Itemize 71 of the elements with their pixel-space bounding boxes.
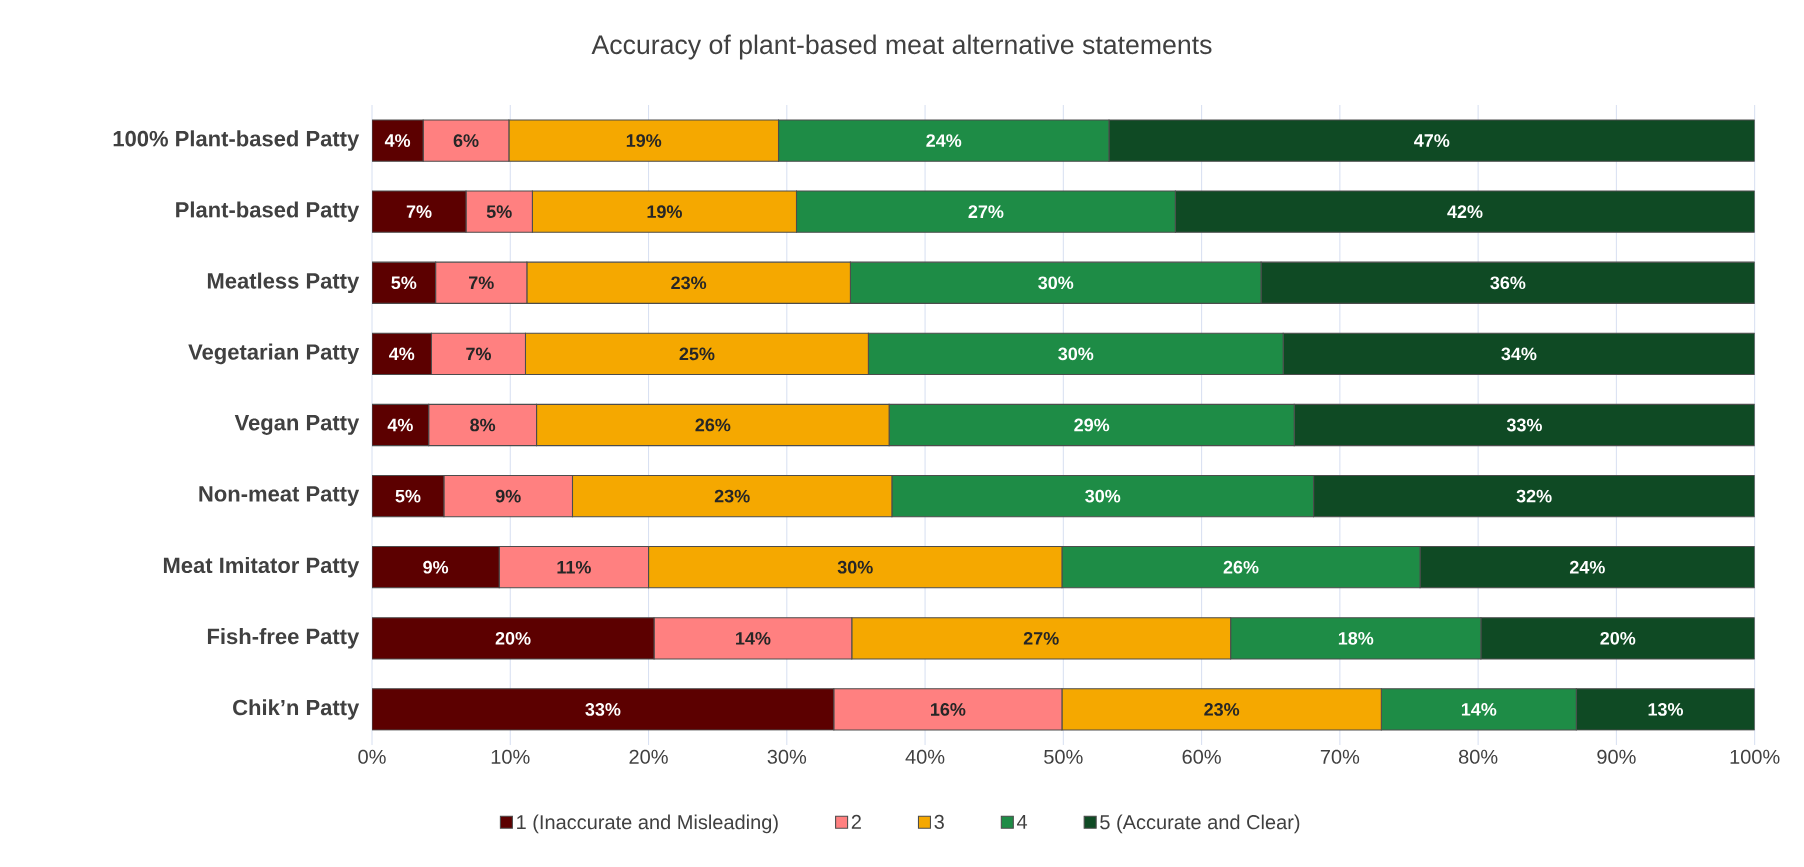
data-label: 47%: [1414, 134, 1450, 147]
data-label: 19%: [647, 205, 682, 219]
y-tick-label: Meatless Patty: [207, 272, 360, 294]
data-label: 5%: [395, 489, 421, 503]
data-label: 4%: [389, 347, 415, 361]
data-label: 30%: [1058, 347, 1094, 361]
data-label: 29%: [1074, 418, 1110, 432]
data-label: 24%: [926, 134, 962, 147]
data-label: 23%: [671, 276, 707, 290]
data-label: 9%: [423, 560, 449, 574]
data-label: 4%: [384, 134, 411, 147]
x-tick-label: 30%: [767, 749, 807, 764]
data-label: 36%: [1490, 276, 1526, 290]
chart-title: Accuracy of plant-based meat alternative statements: [591, 34, 1212, 60]
data-label: 6%: [453, 134, 479, 147]
data-label: 19%: [626, 134, 662, 147]
data-label: 5%: [391, 276, 417, 290]
data-label: 30%: [1085, 489, 1121, 503]
data-label: 26%: [695, 418, 731, 432]
data-label: 11%: [557, 560, 591, 574]
data-label: 32%: [1516, 489, 1552, 503]
legend-label: 1 (Inaccurate and Misleading): [517, 814, 778, 834]
data-label: 30%: [837, 560, 873, 574]
data-label: 42%: [1447, 205, 1483, 219]
x-tick-label: 70%: [1320, 749, 1360, 764]
data-label: 14%: [1461, 703, 1497, 716]
data-label: 8%: [470, 418, 496, 432]
data-label: 9%: [495, 489, 521, 503]
data-label: 7%: [406, 205, 432, 218]
data-label: 5%: [486, 205, 512, 218]
y-tick-label: Vegan Patty: [234, 415, 360, 435]
x-tick-label: 60%: [1182, 749, 1221, 764]
data-label: 24%: [1569, 560, 1605, 574]
data-label: 27%: [1023, 631, 1059, 645]
data-label: 33%: [1506, 418, 1542, 432]
data-label: 14%: [736, 631, 771, 645]
x-tick-label: 100%: [1730, 749, 1780, 764]
y-tick-label: Vegetarian Patty: [188, 343, 360, 365]
data-label: 25%: [679, 347, 715, 361]
y-tick-label: Non-meat Patty: [199, 486, 360, 506]
data-label: 18%: [1338, 631, 1374, 645]
data-label: 7%: [469, 276, 494, 290]
x-tick-label: 20%: [629, 749, 668, 764]
data-label: 13%: [1648, 703, 1684, 716]
legend-label: 3: [934, 814, 944, 830]
data-label: 7%: [466, 347, 492, 361]
y-tick-label: Meat Imitator Patty: [163, 556, 360, 578]
y-tick-label: Chik’n Patty: [233, 699, 360, 720]
x-tick-label: 90%: [1597, 749, 1636, 764]
data-label: 23%: [1204, 703, 1240, 716]
data-label: 23%: [714, 489, 750, 503]
y-tick-label: Plant-based Patty: [176, 201, 360, 222]
y-tick-label: Fish-free Patty: [207, 628, 360, 649]
data-label: 30%: [1038, 276, 1074, 290]
data-label: 4%: [387, 418, 413, 432]
x-tick-label: 80%: [1458, 749, 1498, 764]
data-label: 20%: [1600, 631, 1636, 645]
x-tick-label: 40%: [905, 749, 945, 764]
data-label: 16%: [931, 703, 966, 716]
x-tick-label: 0%: [358, 749, 386, 764]
data-label: 34%: [1501, 347, 1537, 361]
y-tick-label: 100% Plant-based Patty: [113, 130, 360, 151]
legend-label: 2: [851, 814, 861, 829]
data-label: 27%: [968, 205, 1004, 219]
data-label: 20%: [495, 631, 531, 645]
data-label: 26%: [1223, 560, 1259, 574]
legend-label: 5 (Accurate and Clear): [1100, 814, 1300, 834]
legend-label: 4: [1016, 814, 1028, 829]
x-tick-label: 50%: [1044, 749, 1083, 764]
data-label: 33%: [585, 703, 621, 716]
x-tick-label: 10%: [491, 749, 530, 764]
